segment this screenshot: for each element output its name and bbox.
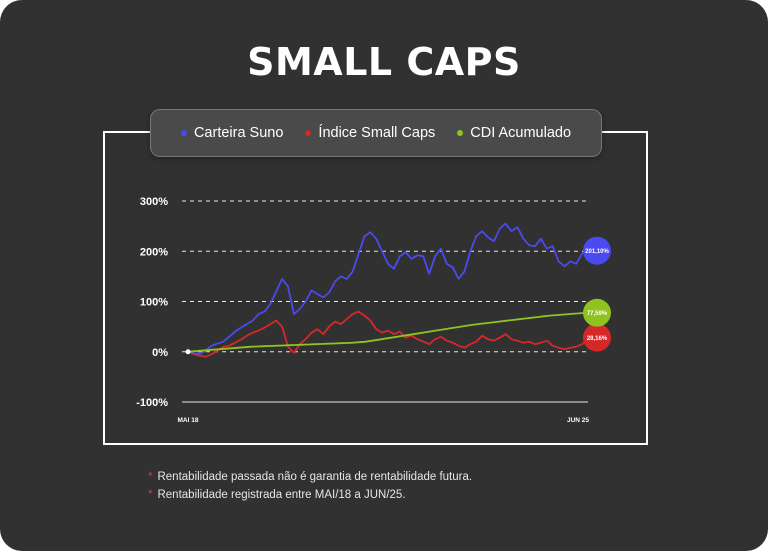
footnotes: * Rentabilidade passada não é garantia d… [148, 468, 472, 504]
y-tick-label: -100% [136, 397, 168, 409]
end-value-badge [583, 323, 611, 352]
legend-dot-icon [457, 130, 464, 136]
x-tick-label-end: JUN 25 [567, 417, 589, 424]
end-value-badge [583, 298, 611, 327]
end-value-label: 201,10% [585, 249, 609, 255]
end-value-badge [583, 236, 611, 265]
y-tick-label: 300% [140, 196, 168, 208]
legend-dot-icon [305, 130, 312, 136]
x-tick-label-start: MAI 18 [178, 417, 199, 424]
y-tick-label: 100% [140, 297, 168, 309]
footnote-text: Rentabilidade registrada entre MAI/18 a … [157, 489, 406, 501]
end-value-label: 28,16% [587, 336, 608, 342]
end-value-label: 77,59% [587, 311, 608, 317]
legend-item: Carteira Suno [180, 125, 284, 141]
footnote-marker: * [148, 471, 153, 483]
footnote-2: * Rentabilidade registrada entre MAI/18 … [148, 486, 472, 504]
footnote-1: * Rentabilidade passada não é garantia d… [148, 468, 472, 486]
series-line [187, 222, 589, 355]
legend-label: Índice Small Caps [318, 125, 436, 141]
series-line [187, 311, 589, 353]
chart-title: SMALL CAPS [247, 40, 521, 84]
series-line [187, 310, 589, 358]
legend-label: Carteira Suno [193, 125, 284, 141]
footnote-marker: * [148, 489, 153, 501]
y-tick-label: 0% [152, 347, 168, 359]
legend-label: CDI Acumulado [470, 125, 572, 141]
legend-item: CDI Acumulado [457, 125, 571, 141]
origin-point [185, 349, 191, 355]
legend-item: Índice Small Caps [305, 125, 435, 141]
chart-legend: Carteira Suno Índice Small Caps CDI Acumul… [150, 109, 602, 157]
y-tick-label: 200% [140, 246, 168, 258]
legend-dot-icon [180, 130, 187, 136]
footnote-text: Rentabilidade passada não é garantia de … [157, 471, 473, 483]
